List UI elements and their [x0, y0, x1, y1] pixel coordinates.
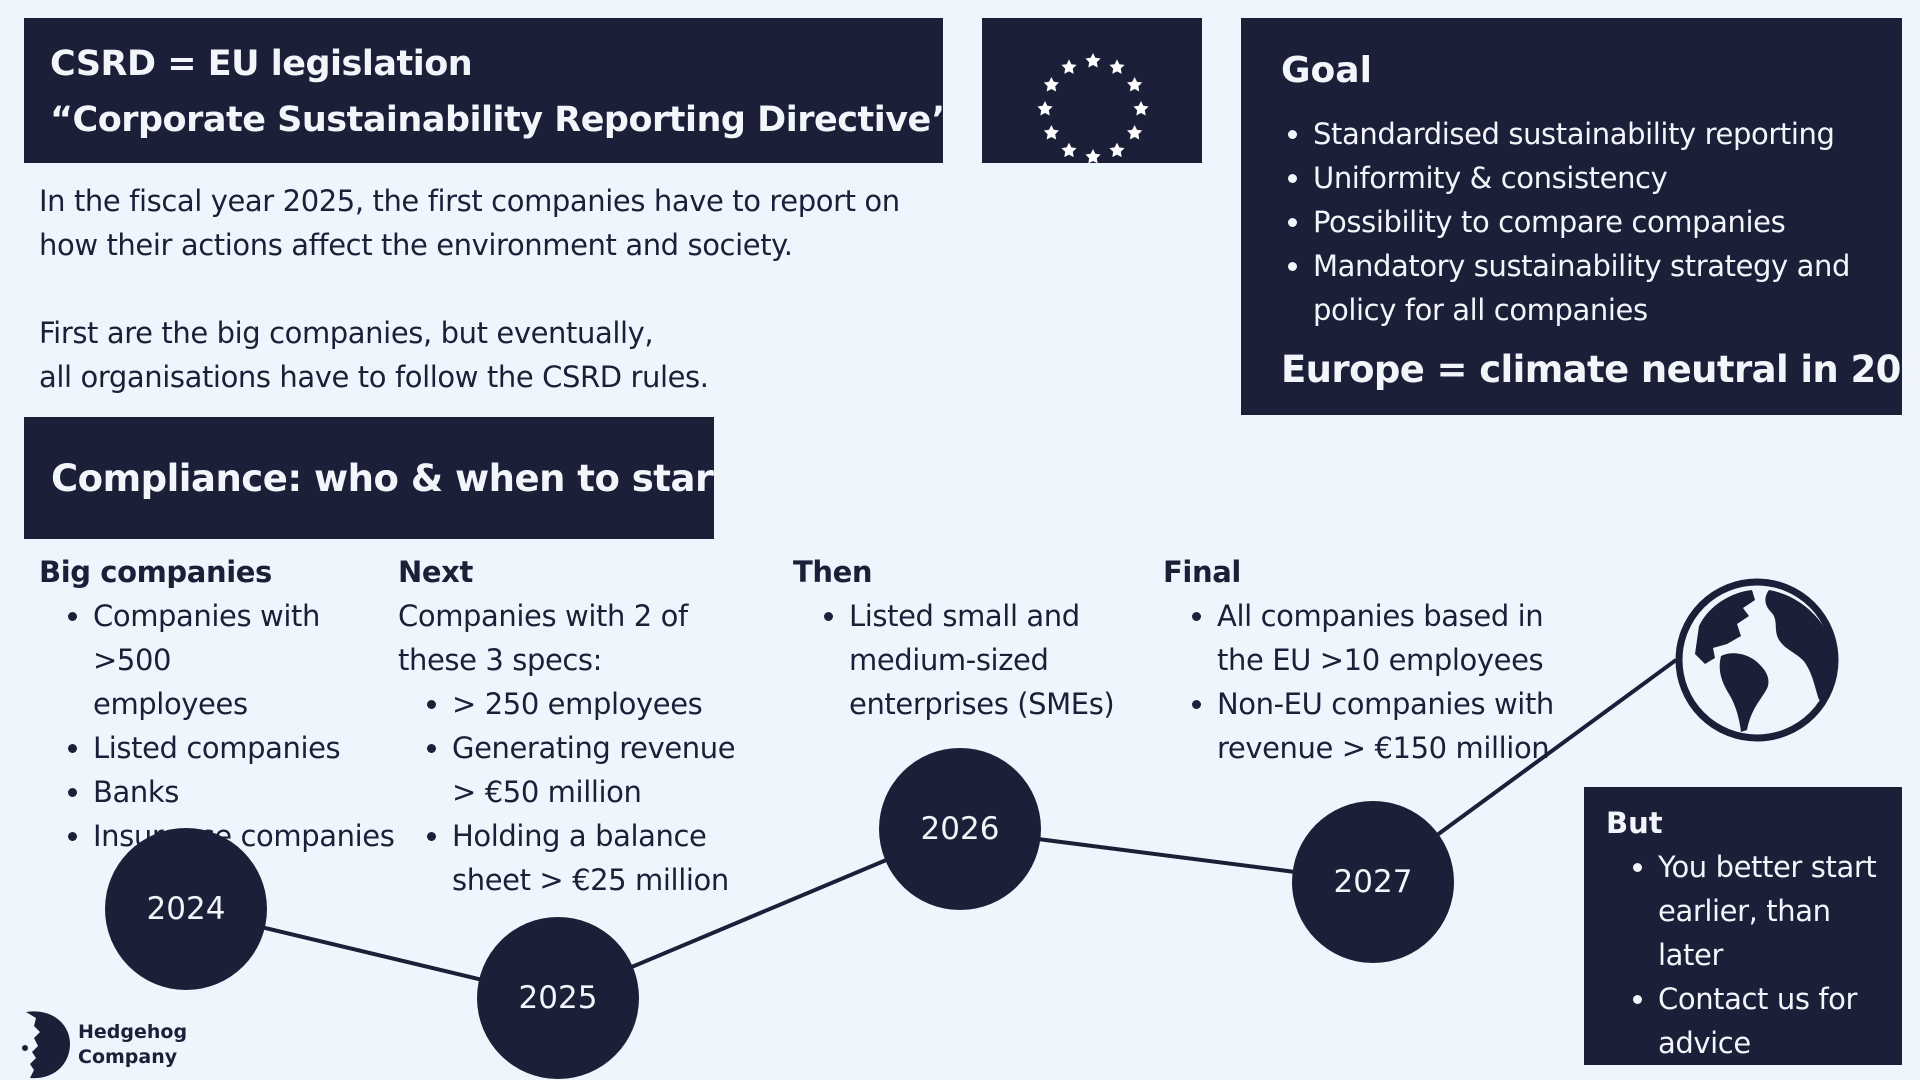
but-item: Contact us for advice: [1658, 977, 1880, 1065]
intro-line: In the fiscal year 2025, the first compa…: [39, 184, 900, 218]
goal-item: Standardised sustainability reporting: [1313, 112, 1862, 156]
column-intro: Companies with 2 of: [398, 599, 688, 633]
column-heading: Final: [1163, 555, 1241, 589]
brand-line-2: Company: [78, 1046, 178, 1068]
goal-panel: Goal Standardised sustainability reporti…: [1241, 18, 1920, 415]
column-item: Insurance companies: [93, 814, 395, 858]
intro-line: how their actions affect the environment…: [39, 228, 793, 262]
title-banner: CSRD = EU legislation “Corporate Sustain…: [24, 18, 954, 163]
goal-tagline: Europe = climate neutral in 2050: [1281, 348, 1920, 391]
column-next: Next Companies with 2 of these 3 specs: …: [398, 550, 752, 902]
column-heading: Then: [793, 555, 873, 589]
brand-line-1: Hedgehog: [78, 1021, 188, 1043]
intro-line: all organisations have to follow the CSR…: [39, 360, 709, 394]
column-heading: Big companies: [39, 555, 272, 589]
column-item: Generating revenue > €50 million: [452, 726, 742, 814]
globe-icon: [1675, 578, 1839, 742]
intro-paragraph-2: First are the big companies, but eventua…: [39, 311, 709, 399]
hedgehog-logo-icon: [22, 1011, 70, 1079]
intro-paragraph-1: In the fiscal year 2025, the first compa…: [39, 179, 900, 267]
title-line-1: CSRD = EU legislation: [50, 44, 473, 84]
but-panel: But You better start earlier, than later…: [1584, 787, 1902, 1065]
but-item: You better start earlier, than later: [1658, 845, 1880, 977]
column-then: Then Listed small and medium-sized enter…: [793, 550, 1129, 726]
goal-item: Possibility to compare companies: [1313, 200, 1862, 244]
compliance-heading: Compliance: who & when to start: [51, 456, 730, 500]
compliance-banner: Compliance: who & when to start: [24, 417, 730, 539]
brand-name: Hedgehog Company: [78, 1020, 187, 1070]
goal-item: Mandatory sustainability strategy and po…: [1313, 244, 1862, 332]
column-final: Final All companies based in the EU >10 …: [1163, 550, 1567, 770]
column-item: All companies based in the EU >10 employ…: [1217, 594, 1567, 682]
column-item: > 250 employees: [452, 682, 752, 726]
column-intro: these 3 specs:: [398, 643, 603, 677]
year-marker-2026: 2026: [879, 748, 1041, 910]
column-big-companies: Big companies Companies with >500 employ…: [39, 550, 395, 858]
column-item: Listed companies: [93, 726, 394, 770]
goal-item: Uniformity & consistency: [1313, 156, 1862, 200]
title-line-2: “Corporate Sustainability Reporting Dire…: [50, 100, 954, 140]
but-heading: But: [1606, 806, 1663, 840]
year-marker-2025: 2025: [477, 917, 639, 1079]
goal-list: Standardised sustainability reporting Un…: [1281, 112, 1862, 332]
year-marker-2024: 2024: [105, 828, 267, 990]
eu-flag-icon: [982, 18, 1202, 164]
column-item: Non-EU companies with revenue > €150 mil…: [1217, 682, 1567, 770]
column-item: Banks: [93, 770, 394, 814]
intro-line: First are the big companies, but eventua…: [39, 316, 654, 350]
goal-heading: Goal: [1281, 50, 1372, 91]
year-marker-2027: 2027: [1292, 801, 1454, 963]
column-heading: Next: [398, 555, 473, 589]
column-item: Listed small and medium-sized enterprise…: [849, 594, 1129, 726]
column-item: Companies with >500 employees: [93, 594, 333, 726]
column-item: Holding a balance sheet > €25 million: [452, 814, 752, 902]
